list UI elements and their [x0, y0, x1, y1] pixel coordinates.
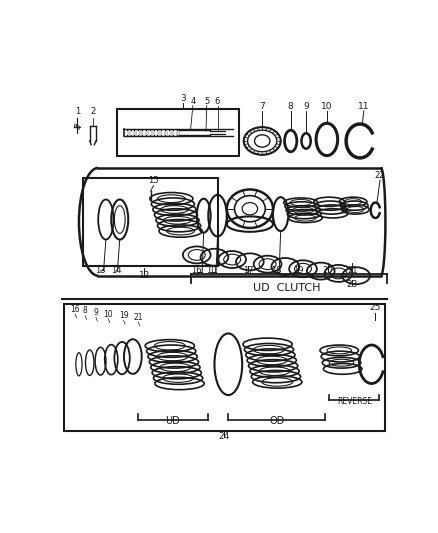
Text: 6: 6	[215, 97, 220, 106]
Text: 12: 12	[139, 271, 150, 280]
Text: 5: 5	[204, 97, 209, 106]
Text: 9: 9	[93, 308, 98, 317]
Text: 10: 10	[321, 102, 332, 111]
Text: 2: 2	[90, 107, 95, 116]
Bar	[117, 109, 239, 156]
Bar	[83, 178, 218, 266]
Text: 20: 20	[322, 266, 333, 276]
Text: 8: 8	[83, 306, 88, 316]
Text: 7: 7	[259, 102, 265, 111]
Text: 22: 22	[375, 171, 385, 180]
Text: 18: 18	[272, 266, 282, 276]
Text: 24: 24	[219, 432, 230, 441]
Text: 15: 15	[148, 176, 159, 185]
Text: UD  CLUTCH: UD CLUTCH	[253, 283, 321, 293]
Text: 13: 13	[95, 266, 106, 276]
Text: 4: 4	[190, 97, 195, 106]
Text: REVERSE: REVERSE	[337, 397, 372, 406]
Text: 10: 10	[103, 310, 113, 319]
Bar	[64, 304, 385, 431]
Text: 21: 21	[347, 266, 357, 276]
Text: OD: OD	[269, 416, 284, 426]
Text: 11: 11	[358, 102, 370, 111]
Text: 21: 21	[134, 312, 143, 321]
Text: 3: 3	[180, 94, 186, 103]
Text: 9: 9	[303, 102, 309, 111]
Text: 10: 10	[206, 266, 217, 276]
Text: 17: 17	[243, 266, 254, 276]
Text: 19: 19	[293, 266, 304, 276]
Text: 1: 1	[75, 107, 80, 116]
Text: 8: 8	[288, 102, 293, 111]
Text: 16: 16	[70, 305, 80, 314]
Text: 14: 14	[111, 266, 121, 276]
Text: 25: 25	[370, 303, 381, 312]
Text: UD: UD	[166, 416, 180, 426]
Text: 16: 16	[191, 266, 202, 276]
Text: 19: 19	[119, 311, 128, 320]
Text: 23: 23	[346, 280, 358, 289]
